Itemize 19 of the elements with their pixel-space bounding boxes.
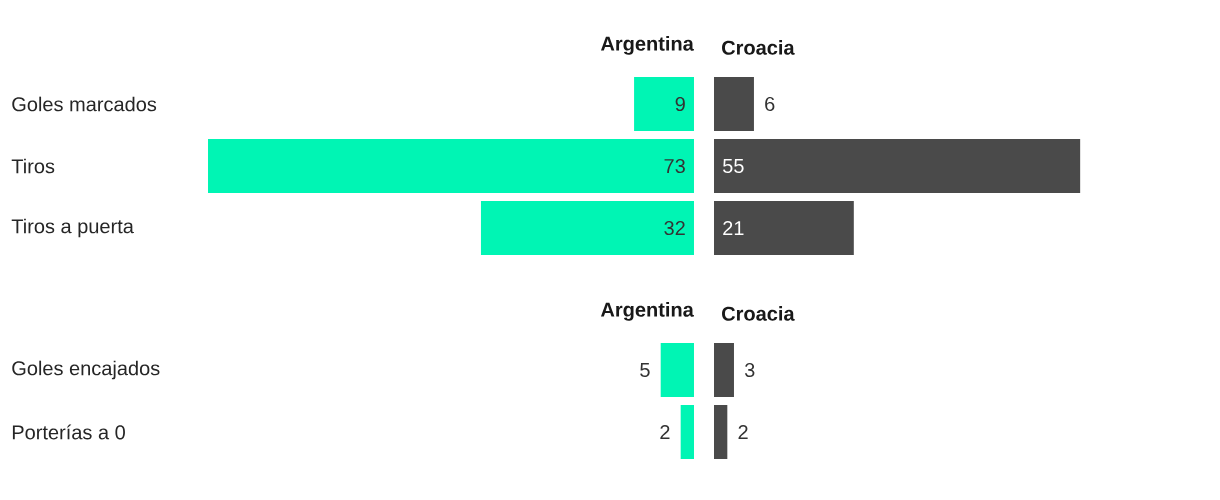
y-tick-label: Tiros a puerta — [11, 218, 134, 238]
y-tick-label: Goles marcados — [12, 96, 157, 112]
chart-title: Argentina — [600, 302, 694, 321]
data-label: 73 — [664, 158, 685, 174]
y-tick-label: Tiros — [11, 158, 55, 174]
data-label: 21 — [723, 221, 744, 235]
chart-title: Argentina — [600, 36, 694, 55]
y-tick-label: Porterías a 0 — [12, 424, 125, 440]
data-label: 2 — [660, 425, 670, 439]
data-label: 6 — [765, 96, 775, 112]
data-label: 55 — [723, 159, 744, 173]
data-label: 9 — [675, 96, 685, 112]
data-label: 5 — [640, 363, 650, 377]
chart-title: Croacia — [722, 306, 795, 321]
y-tick-label: Goles encajados — [12, 360, 160, 380]
data-label: 2 — [738, 425, 748, 439]
data-label: 32 — [664, 220, 685, 236]
data-label: 3 — [744, 362, 755, 378]
chart-title: Croacia — [722, 40, 795, 55]
